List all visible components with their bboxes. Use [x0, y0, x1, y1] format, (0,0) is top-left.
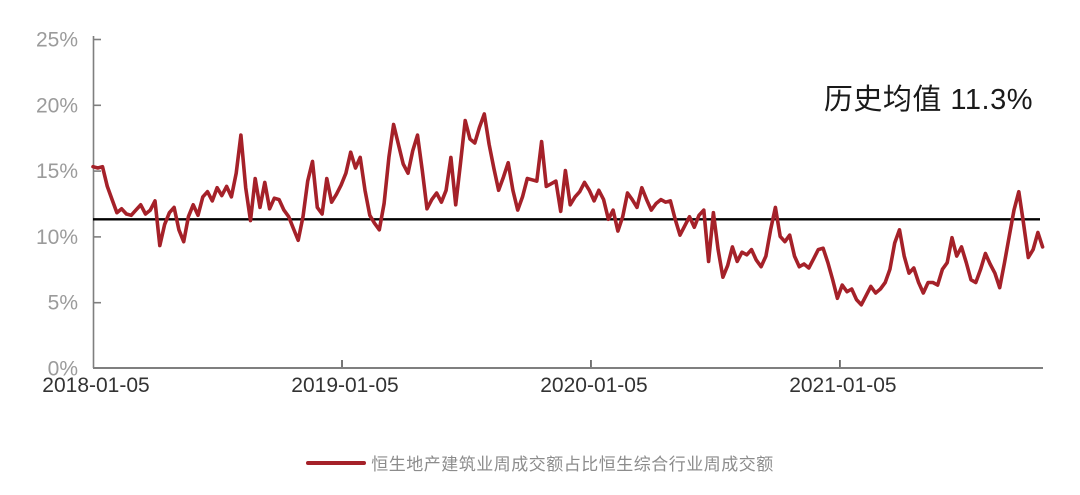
legend-label: 恒生地产建筑业周成交额占比恒生综合行业周成交额: [371, 455, 774, 474]
x-tick-label: 2018-01-05: [42, 374, 149, 397]
y-tick-label: 15%: [36, 160, 78, 183]
x-tick-label: 2020-01-05: [540, 374, 647, 397]
series-line: [91, 112, 1045, 307]
x-tick-label: 2019-01-05: [291, 374, 398, 397]
y-tick-label: 5%: [48, 292, 78, 315]
y-tick-label: 10%: [36, 226, 78, 249]
mean-annotation: 历史均值 11.3%: [823, 84, 1033, 116]
legend: 恒生地产建筑业周成交额占比恒生综合行业周成交额: [0, 450, 1080, 475]
line-chart: 0% 5% 10% 15% 20% 25% 2018-01-05 2019-01-05 2020…: [36, 29, 1045, 397]
y-tick-label: 25%: [36, 29, 78, 52]
y-tick-label: 0%: [48, 358, 78, 381]
y-tick-label: 20%: [36, 94, 78, 117]
chart-canvas: 0% 5% 10% 15% 20% 25% 2018-01-05 2019-01-05 2020…: [36, 29, 1045, 397]
x-tick-label: 2021-01-05: [789, 374, 896, 397]
legend-line-swatch: [306, 460, 367, 465]
